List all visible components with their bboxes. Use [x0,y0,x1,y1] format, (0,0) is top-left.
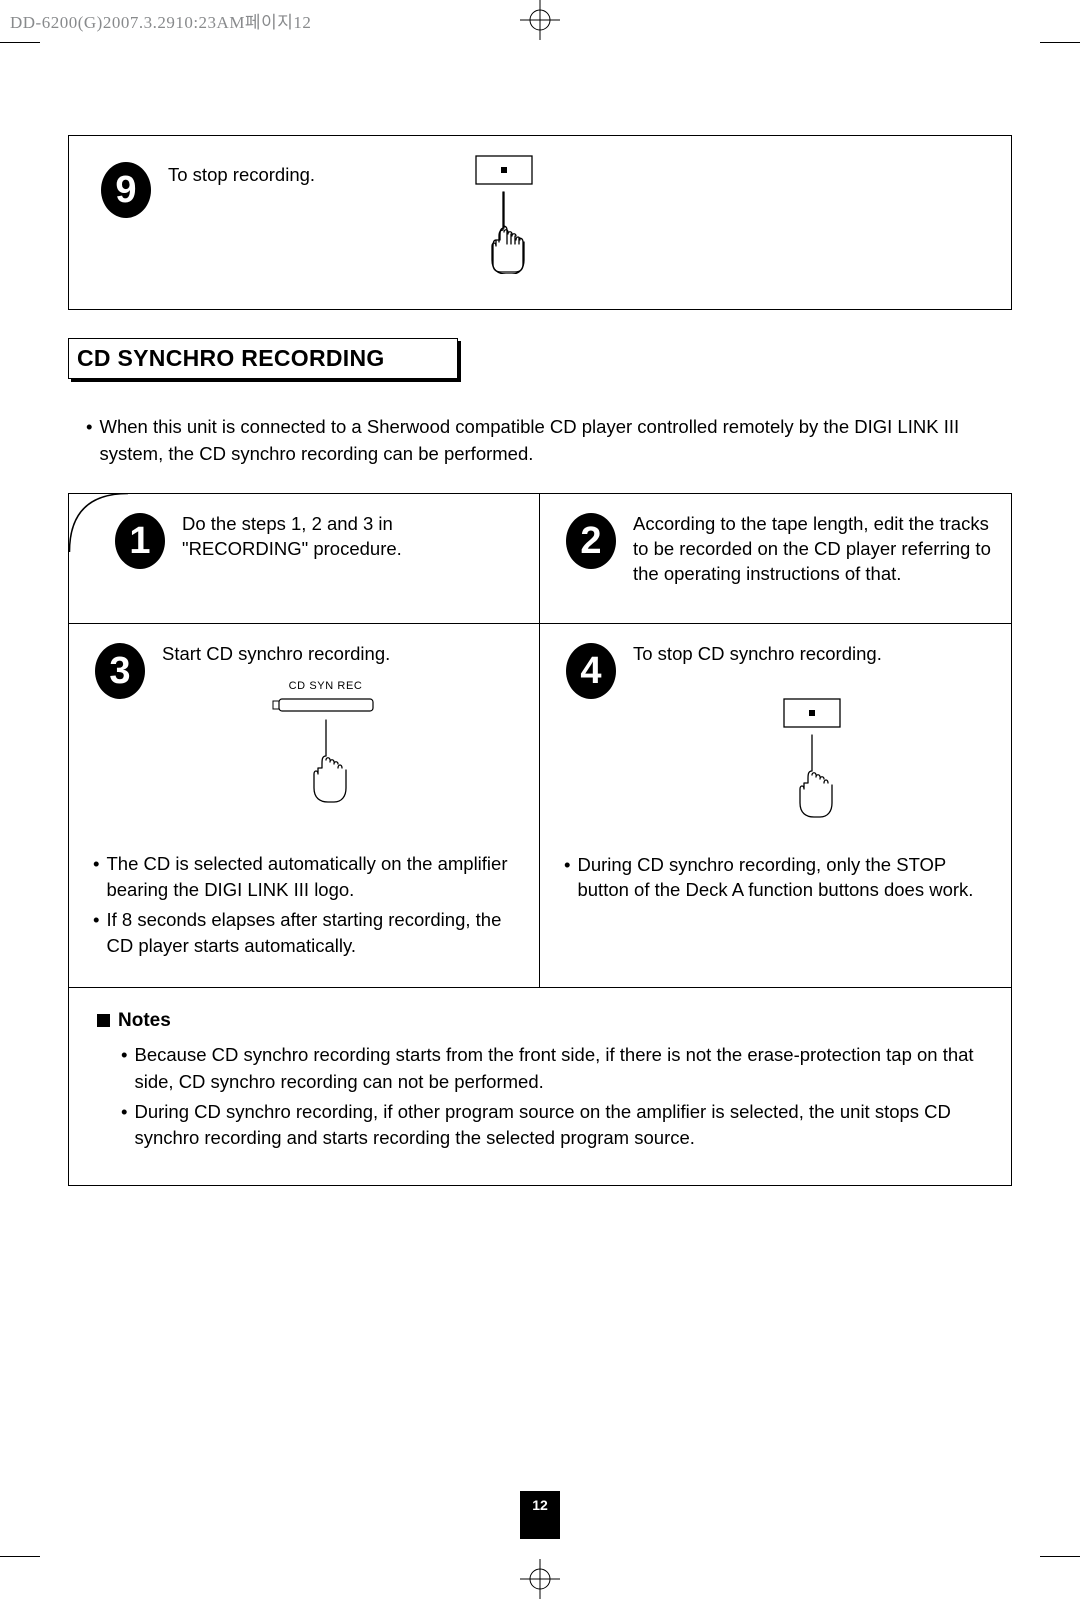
svg-text:9: 9 [115,169,136,211]
notes-heading: Notes [97,1010,983,1032]
note-item: During CD synchro recording, if other pr… [134,1099,983,1153]
step-badge-9: 9 [99,161,153,219]
trim-mark [1040,1556,1080,1557]
note-item: Because CD synchro recording starts from… [134,1042,983,1096]
stop-button-illustration [469,154,539,279]
square-icon [97,1014,110,1027]
bullet-text: During CD synchro recording, only the ST… [577,852,991,904]
bullet-icon: • [86,414,92,468]
intro-text: • When this unit is connected to a Sherw… [68,414,1012,468]
trim-mark [1040,42,1080,43]
stop-button-illustration-2 [777,697,847,827]
syn-rec-button-illustration [271,696,381,826]
trim-mark [0,1556,40,1557]
step-badge-4: 4 [564,642,618,700]
step-9-box: 9 To stop recording. [68,135,1012,310]
cd-syn-rec-label: CD SYN REC [132,679,519,694]
step-badge-2: 2 [564,512,618,570]
step-9-text: To stop recording. [168,161,315,188]
registration-mark-top [520,0,560,40]
bullet-text: The CD is selected automatically on the … [106,851,519,903]
step-1-text: Do the steps 1, 2 and 3 in "RECORDING" p… [182,512,519,562]
section-title-text: CD SYNCHRO RECORDING [77,345,385,371]
manual-page: DD-6200(G)2007.3.2910:23AM페이지12 9 To sto… [0,0,1080,1599]
step-badge-1: 1 [113,512,167,570]
doc-header: DD-6200(G)2007.3.2910:23AM페이지12 [10,8,311,33]
page-number: 12 [520,1491,560,1539]
registration-mark-bottom [520,1559,560,1599]
notes-title-text: Notes [118,1010,171,1032]
trim-mark [0,42,40,43]
svg-text:4: 4 [580,650,601,692]
bullet-text: If 8 seconds elapses after starting reco… [106,907,519,959]
step-2-text: According to the tape length, edit the t… [633,512,991,587]
step-4-text: To stop CD synchro recording. [633,642,991,667]
step-3-bullets: •The CD is selected automatically on the… [93,851,519,959]
intro-text-content: When this unit is connected to a Sherwoo… [99,414,1012,468]
notes-list: •Because CD synchro recording starts fro… [97,1042,983,1152]
step-4-bullets: •During CD synchro recording, only the S… [564,852,991,904]
svg-text:1: 1 [129,520,150,562]
step-3-text: Start CD synchro recording. [162,642,519,667]
svg-text:3: 3 [109,650,130,692]
section-title: CD SYNCHRO RECORDING [68,338,458,379]
svg-text:2: 2 [580,520,601,562]
procedure-grid: 1 Do the steps 1, 2 and 3 in "RECORDING"… [68,493,1012,1187]
